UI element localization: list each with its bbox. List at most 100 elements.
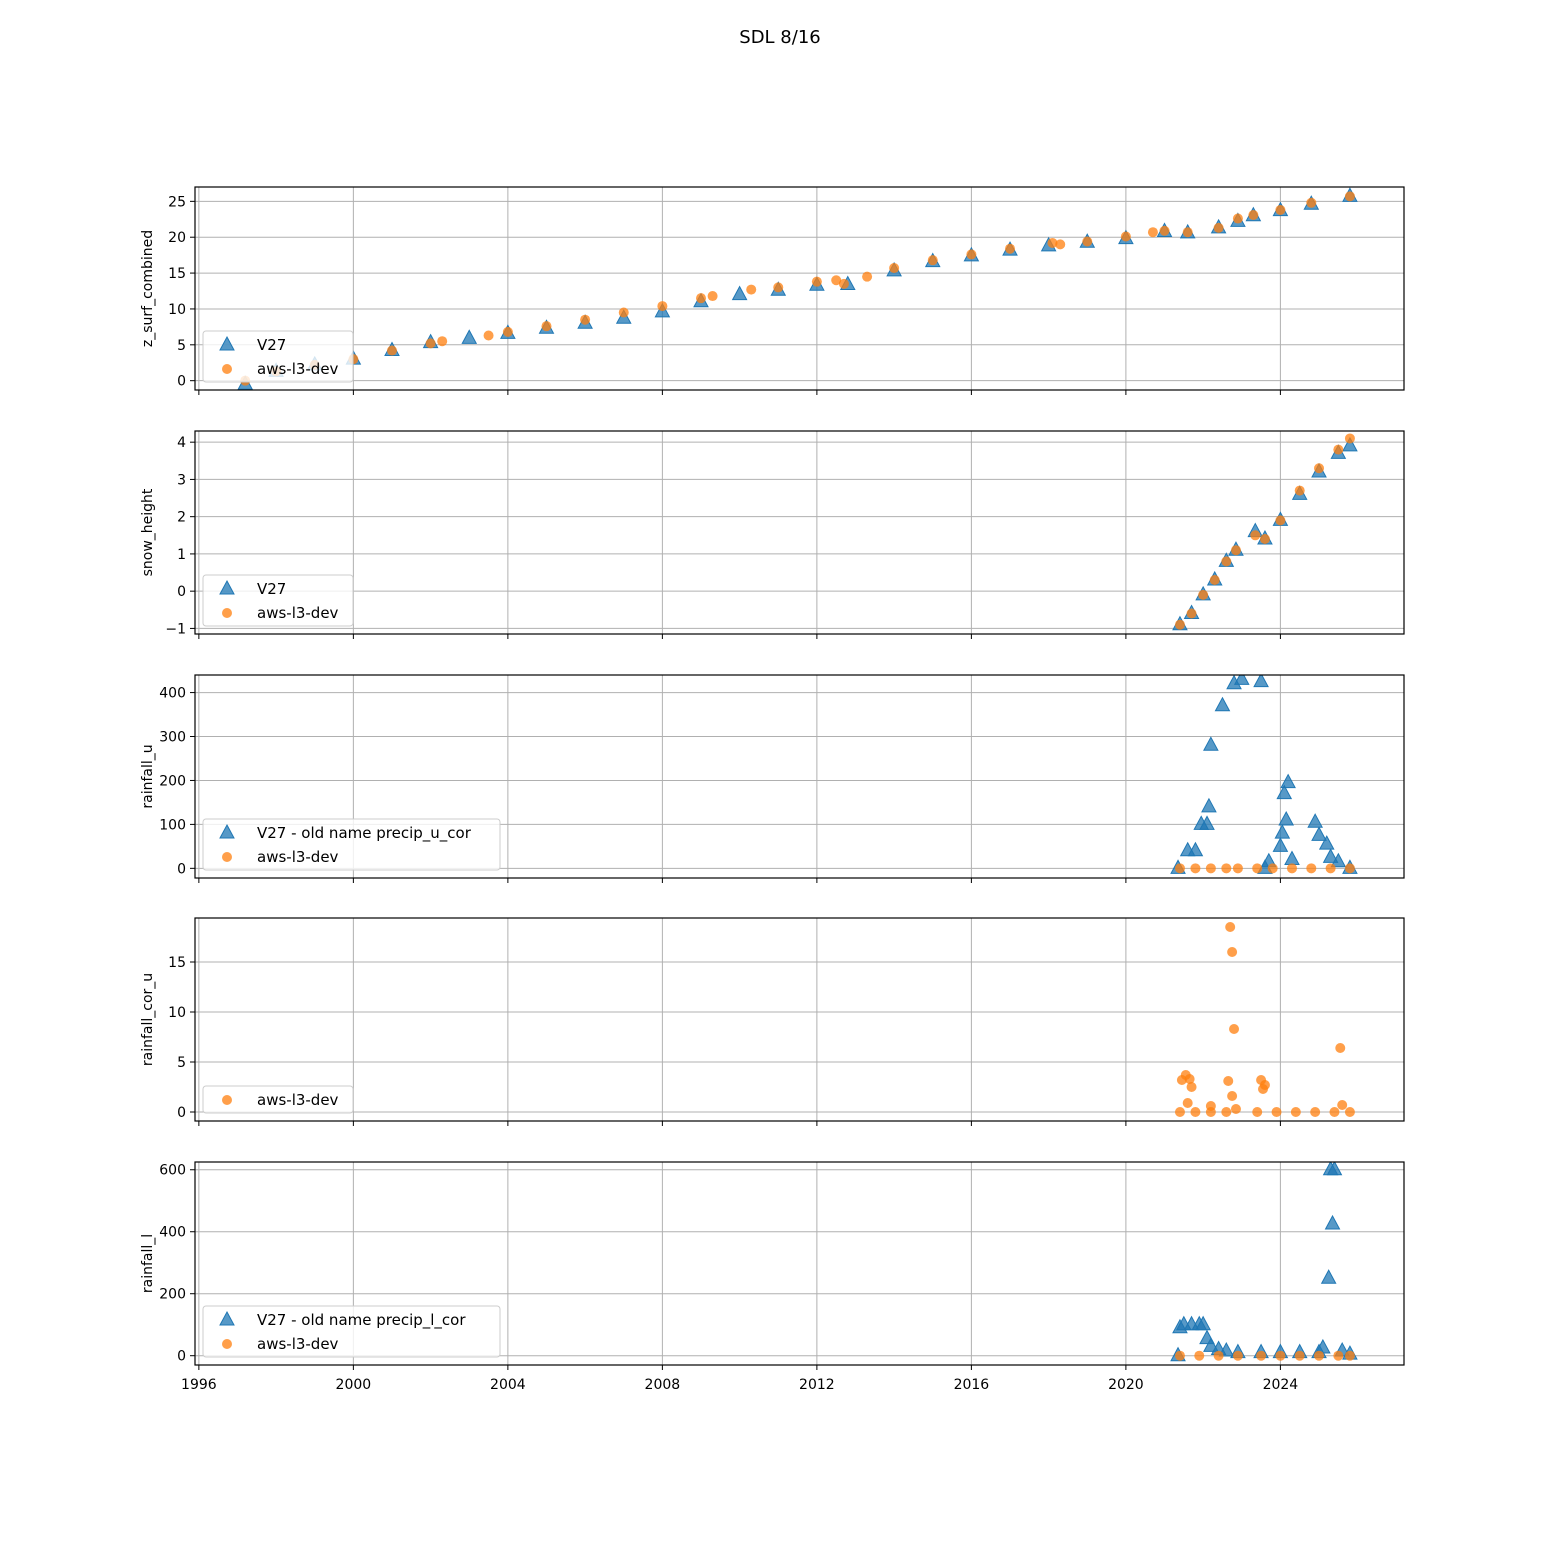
data-point-triangle	[1187, 841, 1204, 857]
data-point-circle	[1294, 1350, 1305, 1361]
series-aws-l3-dev	[240, 191, 1355, 386]
data-point-circle	[1047, 237, 1058, 248]
data-point-circle	[1275, 204, 1286, 215]
data-point-circle	[1174, 1107, 1185, 1117]
data-point-circle	[1329, 1107, 1340, 1117]
legend: V27 aws-l3-dev	[202, 330, 354, 383]
legend-marker-triangle	[219, 1310, 235, 1326]
y-tick-label: −1	[165, 621, 186, 637]
x-tick-label: 1996	[181, 1377, 217, 1393]
data-point-circle	[1209, 574, 1220, 585]
y-tick-label: 200	[159, 773, 186, 789]
data-point-triangle	[1203, 736, 1219, 751]
legend-marker-triangle	[219, 335, 235, 351]
data-point-triangle	[1284, 850, 1300, 866]
x-tick-label: 2000	[336, 1377, 372, 1393]
x-tick-label: 2024	[1263, 1377, 1299, 1393]
data-point-circle	[1250, 530, 1261, 541]
data-point-triangle	[1214, 696, 1231, 712]
data-point-circle	[1337, 1100, 1348, 1110]
y-tick-label: 1	[177, 547, 186, 563]
data-point-circle	[1194, 1350, 1205, 1361]
axes-frame	[194, 186, 1405, 391]
data-point-triangle	[731, 285, 748, 301]
legend-marker-triangle	[219, 579, 235, 595]
data-point-circle	[1344, 433, 1355, 444]
series-v27	[1170, 675, 1358, 874]
data-point-triangle	[1342, 436, 1358, 452]
legend-label: aws-l3-dev	[257, 848, 339, 866]
data-point-circle	[1229, 1024, 1240, 1034]
legend-label: V27	[257, 580, 286, 598]
legend-box	[202, 330, 354, 383]
y-axis-label: rainfall_u	[140, 744, 156, 808]
y-tick-label: 15	[168, 266, 186, 282]
subplot-3: 0 100 200 300 400 rainfall_u V27 - old name pr…	[140, 674, 1405, 883]
axes-frame	[194, 430, 1405, 635]
data-point-circle	[1232, 1350, 1243, 1361]
legend: V27 - old name precip_l_cor aws-l3-dev	[202, 1305, 501, 1358]
data-point-circle	[707, 291, 718, 302]
data-point-circle	[1294, 485, 1305, 496]
data-point-circle	[1252, 863, 1263, 874]
data-point-circle	[1223, 1076, 1234, 1086]
data-point-triangle	[1276, 784, 1293, 800]
legend-marker-circle	[222, 852, 232, 862]
series-aws-l3-dev	[1174, 863, 1355, 874]
data-point-circle	[773, 282, 784, 293]
data-point-circle	[1275, 515, 1286, 526]
data-point-triangle	[1311, 826, 1327, 841]
data-point-circle	[1227, 947, 1238, 957]
data-point-circle	[386, 345, 397, 356]
y-tick-label: 0	[177, 1349, 186, 1365]
series-v27	[1170, 1162, 1358, 1362]
legend-box	[202, 818, 501, 871]
data-point-circle	[1252, 1107, 1263, 1117]
data-point-circle	[1230, 1104, 1241, 1114]
data-point-circle	[966, 249, 977, 260]
data-point-circle	[1174, 1350, 1185, 1361]
data-point-circle	[1271, 1107, 1282, 1117]
x-tick-label: 2012	[799, 1377, 835, 1393]
legend-label: aws-l3-dev	[257, 1091, 339, 1109]
legend-label: aws-l3-dev	[257, 1335, 339, 1353]
data-point-circle	[1174, 619, 1185, 630]
plot-area	[1170, 1162, 1358, 1362]
legend: V27 aws-l3-dev	[202, 574, 354, 627]
plot-area	[1174, 922, 1355, 1117]
subplot-2: −1 0 1 2 3 4 snow_height V27 aws-l3-dev	[140, 430, 1405, 639]
data-point-circle	[1205, 1107, 1216, 1117]
x-tick-label: 2004	[490, 1377, 526, 1393]
data-point-triangle	[1201, 797, 1217, 813]
data-point-triangle	[1218, 1341, 1235, 1357]
data-point-circle	[1221, 1107, 1232, 1117]
y-tick-label: 2	[177, 510, 186, 526]
y-tick-label: 4	[177, 435, 186, 451]
data-point-triangle	[1330, 852, 1347, 868]
y-tick-label: 0	[177, 861, 186, 877]
data-point-circle	[1182, 1098, 1193, 1108]
axes-frame	[194, 674, 1405, 879]
data-point-circle	[1147, 227, 1158, 238]
figure-title: SDL 8/16	[739, 27, 821, 48]
data-point-circle	[1267, 863, 1278, 874]
data-point-circle	[1227, 1091, 1238, 1101]
y-tick-label: 15	[168, 955, 186, 971]
data-point-circle	[1335, 1043, 1346, 1053]
y-tick-label: 100	[159, 817, 186, 833]
plot-area	[237, 187, 1358, 390]
legend-box	[202, 574, 354, 627]
x-tick-label: 2020	[1108, 1377, 1144, 1393]
data-point-triangle	[1199, 815, 1215, 830]
data-point-circle	[746, 284, 757, 295]
legend: V27 - old name precip_u_cor aws-l3-dev	[202, 818, 501, 871]
data-point-circle	[1306, 863, 1317, 874]
plot-area	[1172, 433, 1358, 631]
data-point-circle	[1221, 556, 1232, 567]
data-point-circle	[425, 338, 436, 349]
legend-label: aws-l3-dev	[257, 604, 339, 622]
data-point-triangle	[1272, 837, 1289, 852]
y-tick-label: 3	[177, 472, 186, 488]
data-point-circle	[483, 330, 494, 341]
legend-marker-triangle	[219, 823, 235, 839]
